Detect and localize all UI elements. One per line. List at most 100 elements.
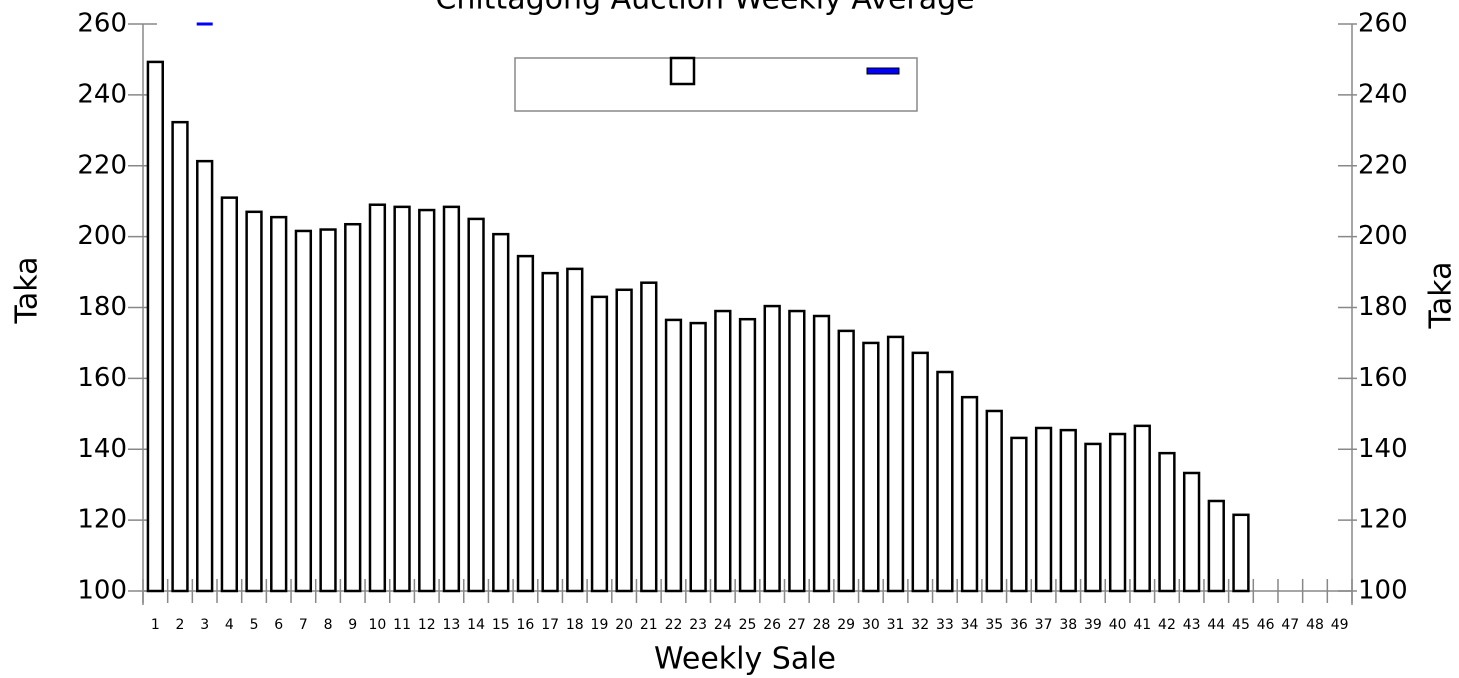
bar bbox=[1207, 499, 1225, 593]
x-tick-label: 38 bbox=[1059, 617, 1077, 633]
bar bbox=[196, 159, 214, 593]
x-tick-label: 5 bbox=[250, 617, 259, 633]
x-tick-label: 47 bbox=[1281, 617, 1299, 633]
bar bbox=[1133, 424, 1151, 593]
x-tick-label: 8 bbox=[324, 617, 333, 633]
bar bbox=[1108, 432, 1127, 593]
x-tick-label: 36 bbox=[1010, 617, 1028, 633]
y2-tick-label: 180 bbox=[1358, 292, 1408, 322]
bar bbox=[960, 395, 979, 593]
y-tick-label: 180 bbox=[77, 292, 127, 322]
x-tick-label: 27 bbox=[788, 617, 806, 633]
x-tick-label: 16 bbox=[517, 617, 535, 633]
x-tick-label: 48 bbox=[1306, 617, 1324, 633]
y2-tick-label: 240 bbox=[1358, 79, 1408, 109]
x-tick-label: 39 bbox=[1084, 617, 1102, 633]
x-tick-label: 21 bbox=[640, 617, 658, 633]
legend bbox=[514, 57, 918, 112]
bar bbox=[763, 304, 781, 593]
x-tick-label: 29 bbox=[837, 617, 855, 633]
x-tick-label: 13 bbox=[443, 617, 461, 633]
bar bbox=[492, 232, 510, 593]
x-tick-label: 31 bbox=[887, 617, 905, 633]
bar bbox=[1010, 436, 1028, 593]
x-tick-label: 28 bbox=[813, 617, 831, 633]
bar bbox=[344, 222, 362, 593]
bar bbox=[590, 295, 609, 593]
bar bbox=[146, 60, 164, 593]
x-tick-label: 11 bbox=[393, 617, 411, 633]
bar bbox=[516, 254, 535, 593]
y-tick-label: 120 bbox=[77, 505, 127, 535]
y-tick-label: 240 bbox=[77, 79, 127, 109]
x-tick-label: 9 bbox=[348, 617, 357, 633]
x-tick-label: 20 bbox=[615, 617, 633, 633]
bar bbox=[566, 267, 584, 593]
bar bbox=[936, 370, 954, 593]
bar bbox=[393, 205, 411, 593]
bar bbox=[886, 335, 905, 593]
y-tick-label: 160 bbox=[77, 363, 127, 393]
bar bbox=[368, 203, 387, 593]
x-tick-label: 26 bbox=[763, 617, 781, 633]
y2-axis-label: Taka bbox=[1424, 262, 1459, 330]
x-tick-label: 22 bbox=[665, 617, 683, 633]
x-tick-label: 17 bbox=[541, 617, 559, 633]
x-tick-label: 25 bbox=[739, 617, 757, 633]
x-tick-label: 49 bbox=[1331, 617, 1349, 633]
bar bbox=[319, 228, 337, 593]
x-tick-label: 4 bbox=[225, 617, 234, 633]
x-tick-label: 37 bbox=[1035, 617, 1053, 633]
x-tick-label: 12 bbox=[418, 617, 436, 633]
x-tick-label: 35 bbox=[985, 617, 1003, 633]
y2-tick-label: 100 bbox=[1358, 576, 1408, 606]
x-tick-label: 15 bbox=[492, 617, 510, 633]
bar bbox=[1158, 451, 1176, 593]
y2-tick-label: 260 bbox=[1358, 9, 1408, 39]
x-tick-label: 19 bbox=[591, 617, 609, 633]
x-tick-label: 24 bbox=[714, 617, 732, 633]
x-tick-label: 34 bbox=[961, 617, 979, 633]
y2-tick-label: 200 bbox=[1358, 221, 1408, 251]
y-tick-label: 220 bbox=[77, 150, 127, 180]
bar bbox=[689, 321, 707, 593]
x-tick-label: 7 bbox=[299, 617, 308, 633]
y2-tick-label: 120 bbox=[1358, 505, 1408, 535]
x-tick-label: 41 bbox=[1133, 617, 1151, 633]
x-tick-label: 44 bbox=[1207, 617, 1225, 633]
legend-swatch bbox=[669, 56, 696, 86]
x-tick-label: 1 bbox=[151, 617, 160, 633]
bar bbox=[812, 314, 831, 593]
bar bbox=[985, 409, 1003, 593]
x-tick-label: 42 bbox=[1158, 617, 1176, 633]
x-tick-label: 18 bbox=[566, 617, 584, 633]
y-tick-label: 260 bbox=[77, 9, 127, 39]
bar bbox=[442, 205, 461, 593]
x-tick-label: 33 bbox=[936, 617, 954, 633]
bar bbox=[1034, 426, 1053, 593]
bar bbox=[1182, 471, 1201, 593]
bar bbox=[664, 318, 683, 593]
x-tick-label: 46 bbox=[1257, 617, 1275, 633]
x-tick-label: 2 bbox=[176, 617, 185, 633]
bar bbox=[418, 208, 436, 593]
x-tick-label: 43 bbox=[1183, 617, 1201, 633]
bar bbox=[738, 317, 757, 593]
y2-tick-label: 220 bbox=[1358, 150, 1408, 180]
bar bbox=[911, 351, 929, 593]
x-tick-label: 32 bbox=[911, 617, 929, 633]
bar bbox=[615, 288, 633, 593]
y2-tick-label: 140 bbox=[1358, 434, 1408, 464]
x-tick-label: 40 bbox=[1109, 617, 1127, 633]
x-tick-label: 23 bbox=[689, 617, 707, 633]
bar bbox=[837, 329, 855, 593]
x-tick-label: 10 bbox=[368, 617, 386, 633]
y-tick-label: 140 bbox=[77, 434, 127, 464]
chart-title: Chittagong Auction Weekly Average bbox=[435, 0, 974, 17]
bar bbox=[640, 281, 658, 593]
y-tick-label: 100 bbox=[77, 576, 127, 606]
bar bbox=[1084, 442, 1102, 593]
x-axis-label: Weekly Sale bbox=[654, 642, 836, 677]
y2-tick-label: 160 bbox=[1358, 363, 1408, 393]
